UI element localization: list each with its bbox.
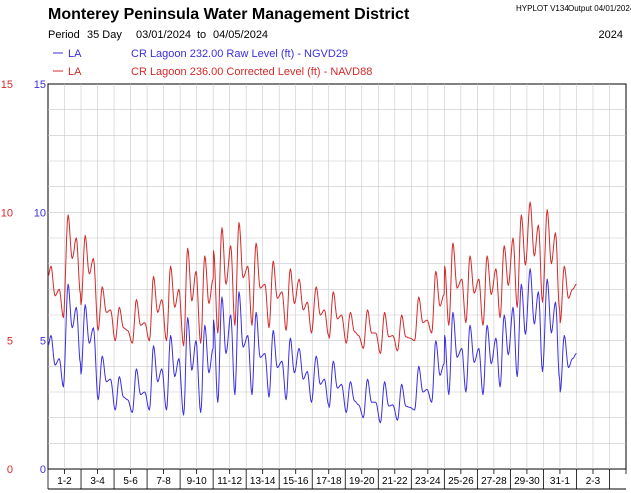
x-tick-label: 23-24 — [415, 476, 441, 487]
program-version: HYPLOT V134 — [516, 4, 569, 13]
period-end: 04/05/2024 — [213, 29, 268, 41]
y-left-tick-label: 0 — [7, 464, 13, 476]
period-label: Period — [48, 29, 80, 41]
x-tick-label: 27-28 — [481, 476, 507, 487]
x-tick-label: 31-1 — [550, 476, 570, 487]
axis-layer: 0 5 10 15 0 5 10 15 1-2 3-4 5-6 7-8 9-10 11-12 13-14 15… — [1, 79, 627, 490]
x-tick-label: 29-30 — [514, 476, 540, 487]
x-tick-label: 15-16 — [283, 476, 309, 487]
x-tick-label: 13-14 — [250, 476, 276, 487]
period-length: 35 Day — [87, 29, 122, 41]
y-right-tick-label: 0 — [40, 464, 46, 476]
x-tick-label: 7-8 — [156, 476, 171, 487]
y-right-tick-label: 15 — [34, 79, 46, 91]
y-right-tick-label: 10 — [34, 207, 46, 219]
x-tick-label: 1-2 — [57, 476, 72, 487]
chart-title: Monterey Peninsula Water Management Dist… — [48, 6, 410, 23]
x-tick-label: 25-26 — [448, 476, 474, 487]
plot-area — [47, 83, 627, 470]
series-line-raw-level — [47, 268, 577, 424]
series-layer — [47, 201, 577, 424]
y-left-tick-label: 5 — [7, 336, 13, 348]
legend-corrected-label: CR Lagoon 236.00 Corrected Level (ft) - … — [131, 66, 372, 78]
y-left-tick-label: 10 — [1, 207, 13, 219]
x-tick-label: 19-20 — [349, 476, 375, 487]
legend-corrected-site: LA — [68, 66, 82, 78]
legend: LA CR Lagoon 232.00 Raw Level (ft) - NGV… — [53, 48, 372, 78]
period-to: to — [197, 29, 206, 41]
x-tick-label: 9-10 — [187, 476, 207, 487]
y-left-tick-label: 15 — [1, 79, 13, 91]
output-date: Output 04/01/2024 — [568, 4, 631, 13]
period-year: 2024 — [599, 29, 623, 41]
x-tick-label: 3-4 — [90, 476, 105, 487]
legend-raw-label: CR Lagoon 232.00 Raw Level (ft) - NGVD29 — [131, 48, 348, 60]
period-start: 03/01/2024 — [136, 29, 191, 41]
series-line-corrected-level — [47, 201, 577, 354]
grid-layer — [48, 84, 626, 469]
y-right-tick-label: 5 — [40, 336, 46, 348]
x-tick-label: 5-6 — [123, 476, 138, 487]
x-tick-label: 21-22 — [382, 476, 408, 487]
legend-raw-site: LA — [68, 48, 82, 60]
x-tick-label: 2-3 — [586, 476, 601, 487]
x-tick-label: 17-18 — [316, 476, 342, 487]
x-tick-label: 11-12 — [217, 476, 242, 487]
